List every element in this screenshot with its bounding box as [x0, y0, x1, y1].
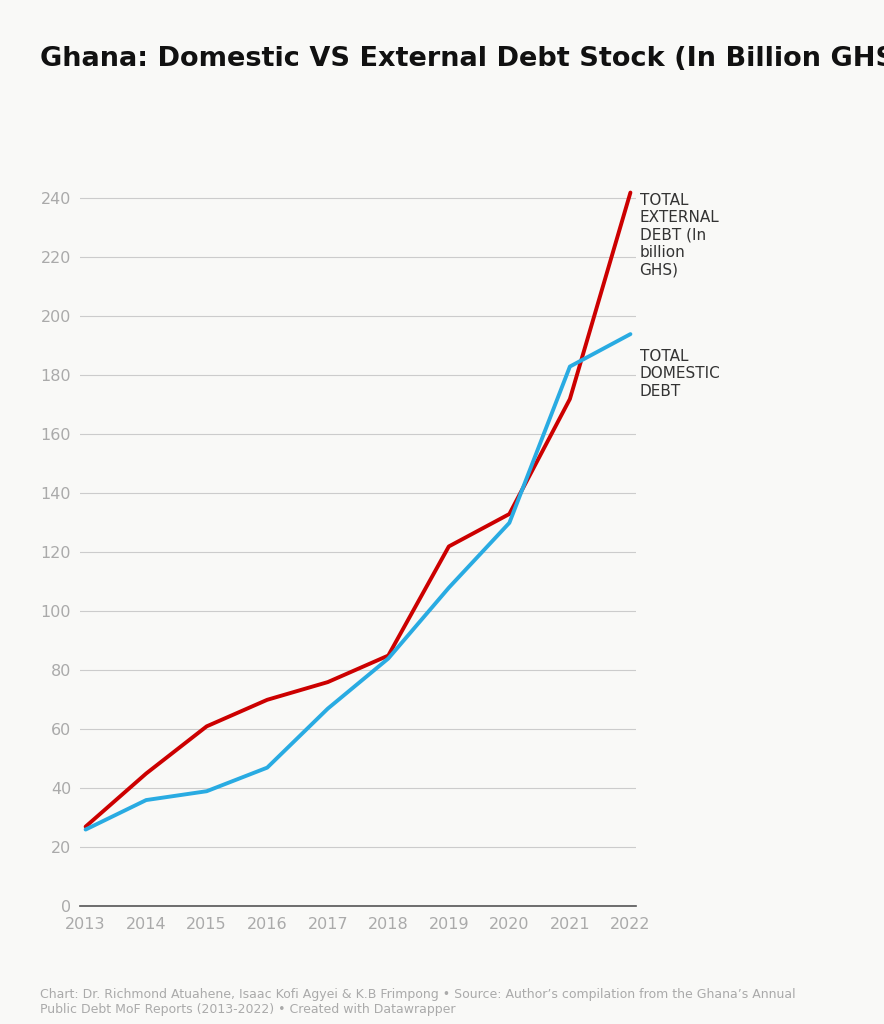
Text: Chart: Dr. Richmond Atuahene, Isaac Kofi Agyei & K.B Frimpong • Source: Author’s: Chart: Dr. Richmond Atuahene, Isaac Kofi…: [40, 988, 796, 1016]
Text: TOTAL
EXTERNAL
DEBT (In
billion
GHS): TOTAL EXTERNAL DEBT (In billion GHS): [639, 193, 720, 278]
Text: TOTAL
DOMESTIC
DEBT: TOTAL DOMESTIC DEBT: [639, 349, 720, 398]
Text: Ghana: Domestic VS External Debt Stock (In Billion GHS): Ghana: Domestic VS External Debt Stock (…: [40, 46, 884, 72]
